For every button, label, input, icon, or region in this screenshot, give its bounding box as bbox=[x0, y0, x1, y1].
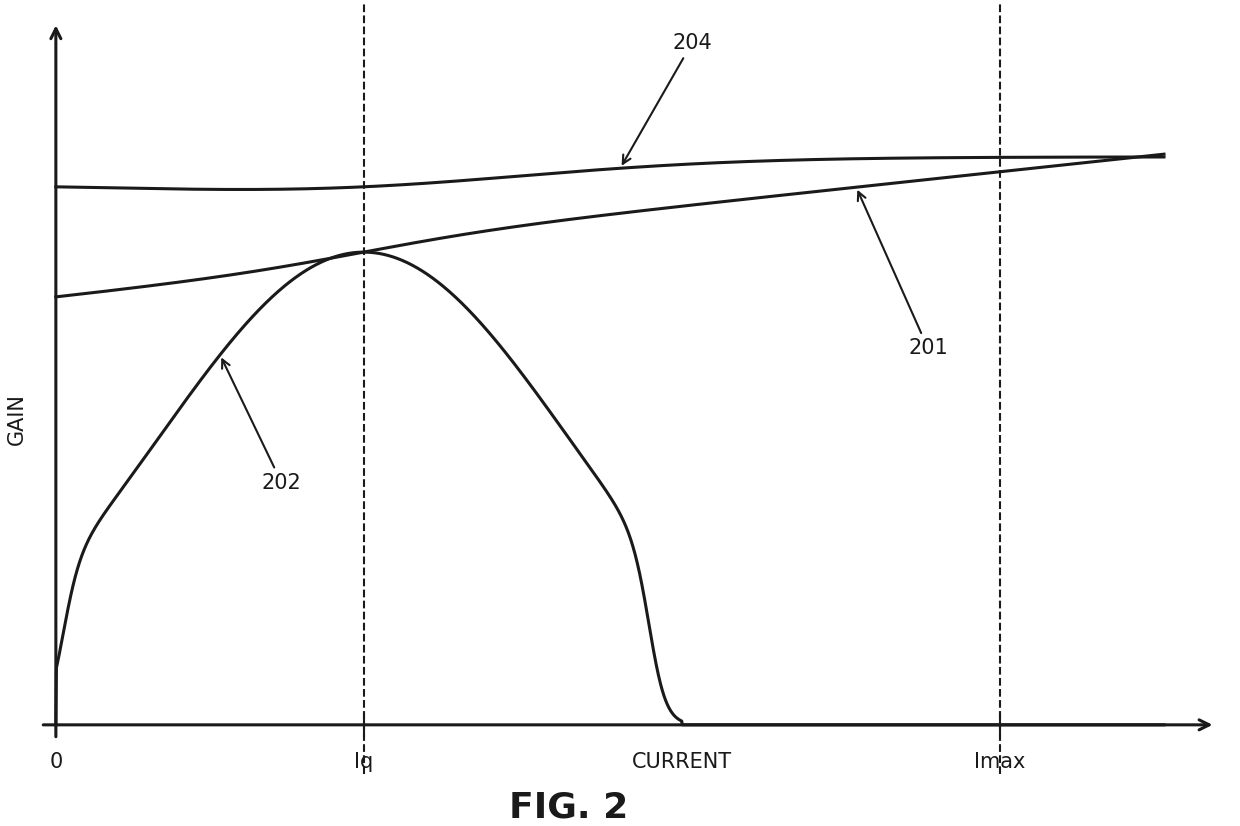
Text: FIG. 2: FIG. 2 bbox=[510, 790, 629, 825]
Text: CURRENT: CURRENT bbox=[631, 752, 732, 772]
Text: 201: 201 bbox=[858, 192, 947, 358]
Text: Imax: Imax bbox=[975, 752, 1025, 772]
Text: 202: 202 bbox=[222, 359, 301, 493]
Text: GAIN: GAIN bbox=[7, 393, 27, 445]
Text: Iq: Iq bbox=[355, 752, 373, 772]
Text: 204: 204 bbox=[622, 33, 712, 164]
Text: 0: 0 bbox=[50, 752, 62, 772]
